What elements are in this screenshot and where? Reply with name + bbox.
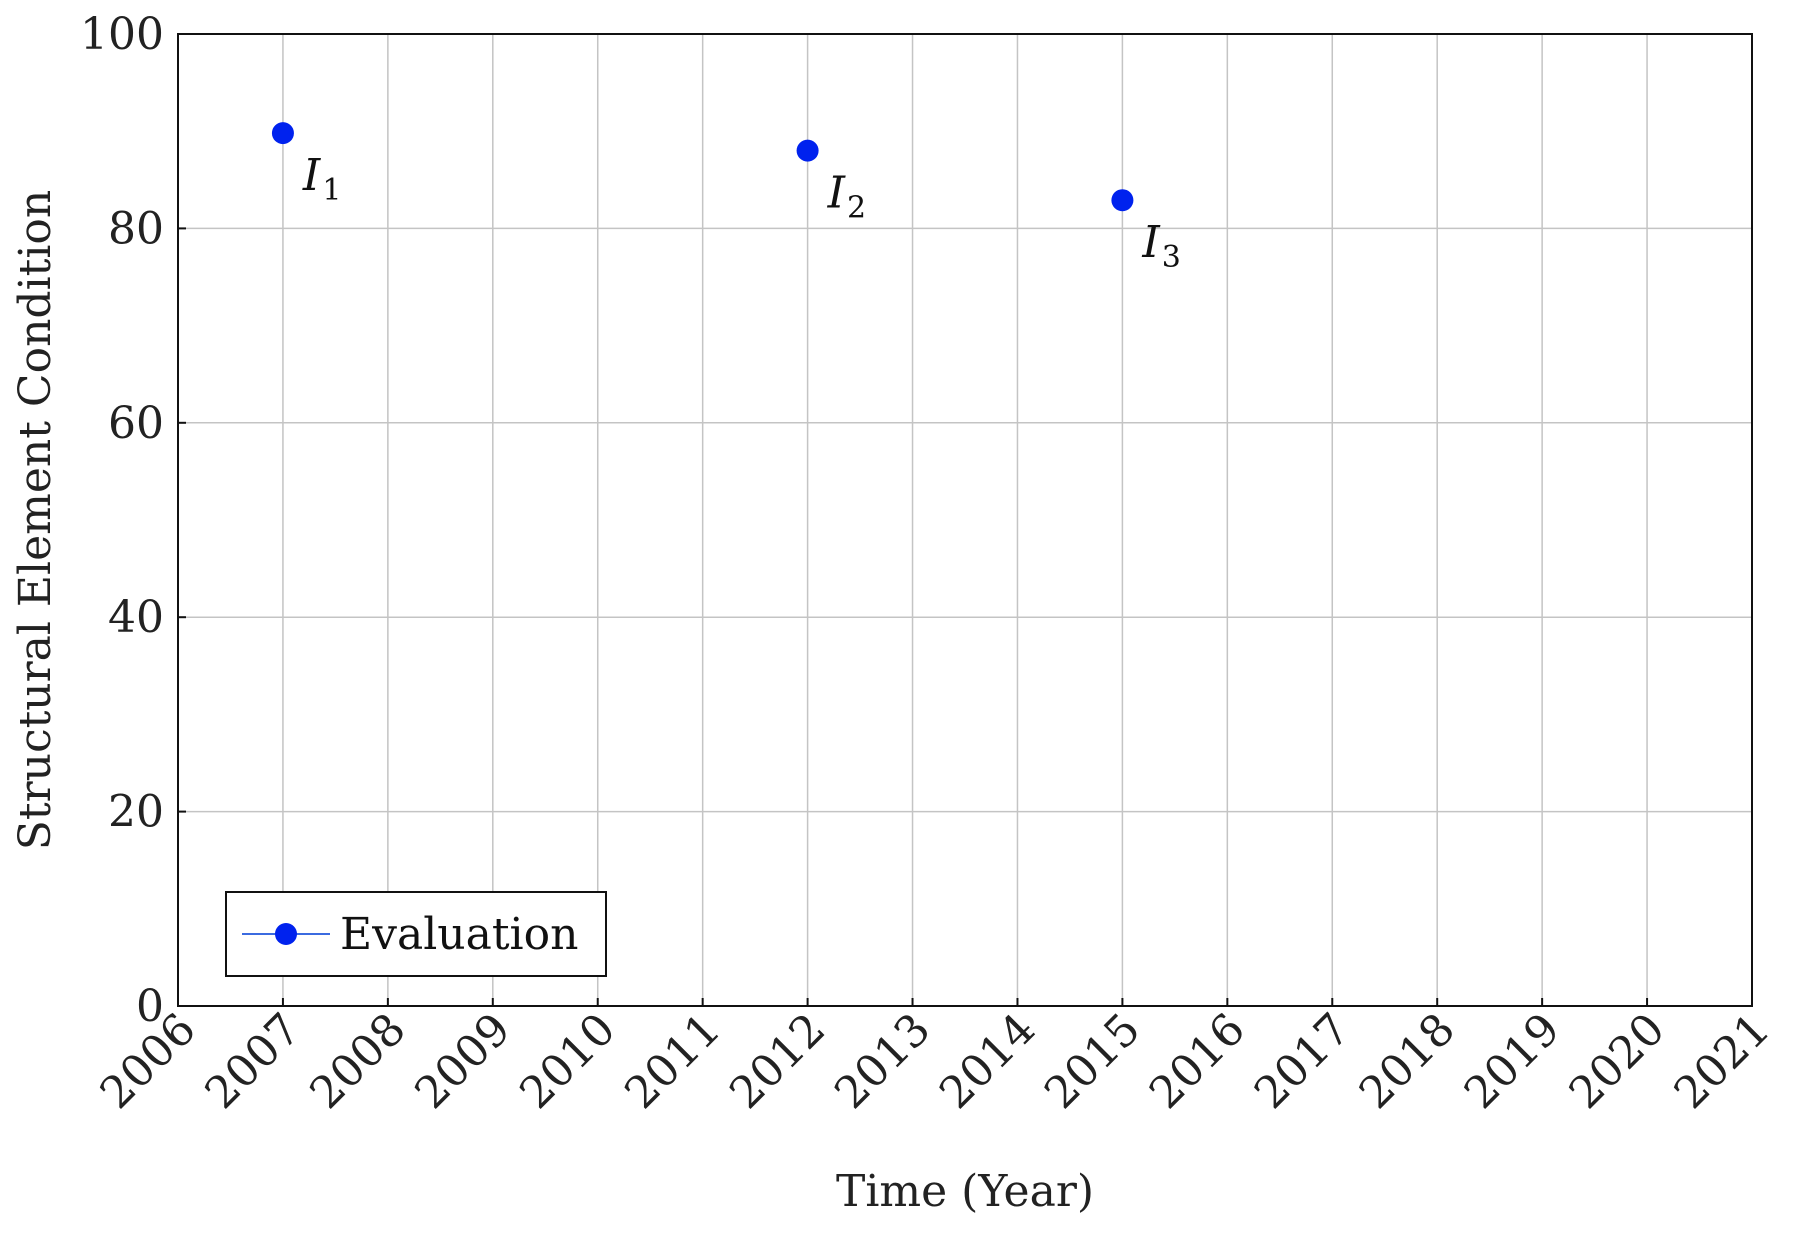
x-axis-ticks: 2006200720082009201020112012201320142015… <box>91 998 1780 1119</box>
x-tick-label: 2016 <box>1140 1004 1255 1119</box>
y-axis-ticks: 0 20 40 60 80 100 <box>80 9 186 1032</box>
data-point-label: I1 <box>302 150 341 208</box>
x-tick-label: 2007 <box>195 1004 310 1119</box>
x-tick-label: 2020 <box>1560 1004 1675 1119</box>
x-tick-label: 2021 <box>1665 1004 1780 1119</box>
data-point <box>1111 189 1134 212</box>
x-tick-label: 2013 <box>825 1004 940 1119</box>
x-tick-label: 2019 <box>1455 1004 1570 1119</box>
legend: Evaluation <box>225 891 607 977</box>
x-tick-label: 2012 <box>720 1004 835 1119</box>
x-axis-title: Time (Year) <box>836 1166 1094 1217</box>
plot-area-frame <box>177 33 1753 1007</box>
x-tick-label: 2015 <box>1035 1004 1150 1119</box>
data-point <box>271 122 294 145</box>
x-tick-label: 2017 <box>1245 1004 1360 1119</box>
x-tick-label: 2008 <box>300 1004 415 1119</box>
legend-entry-evaluation: Evaluation <box>340 909 578 960</box>
data-point-label: I2 <box>827 168 866 226</box>
x-tick-label: 2018 <box>1350 1004 1465 1119</box>
y-tick-label: 20 <box>108 787 164 838</box>
x-tick-label: 2009 <box>405 1004 520 1119</box>
x-tick-label: 2010 <box>510 1004 625 1119</box>
grid <box>177 33 1753 1007</box>
x-tick-label: 2014 <box>930 1004 1045 1119</box>
y-tick-label: 100 <box>80 9 164 60</box>
y-tick-label: 40 <box>108 592 164 643</box>
data-point <box>796 139 819 162</box>
data-points: I1 I2 I3 <box>271 122 1181 275</box>
y-axis-title: Structural Element Condition <box>10 190 61 851</box>
y-tick-label: 60 <box>108 398 164 449</box>
x-tick-label: 2011 <box>615 1004 730 1119</box>
y-tick-label: 0 <box>136 981 164 1032</box>
data-point-label: I3 <box>1141 217 1180 275</box>
y-tick-label: 80 <box>108 203 164 254</box>
legend-marker-swatch <box>275 923 297 945</box>
